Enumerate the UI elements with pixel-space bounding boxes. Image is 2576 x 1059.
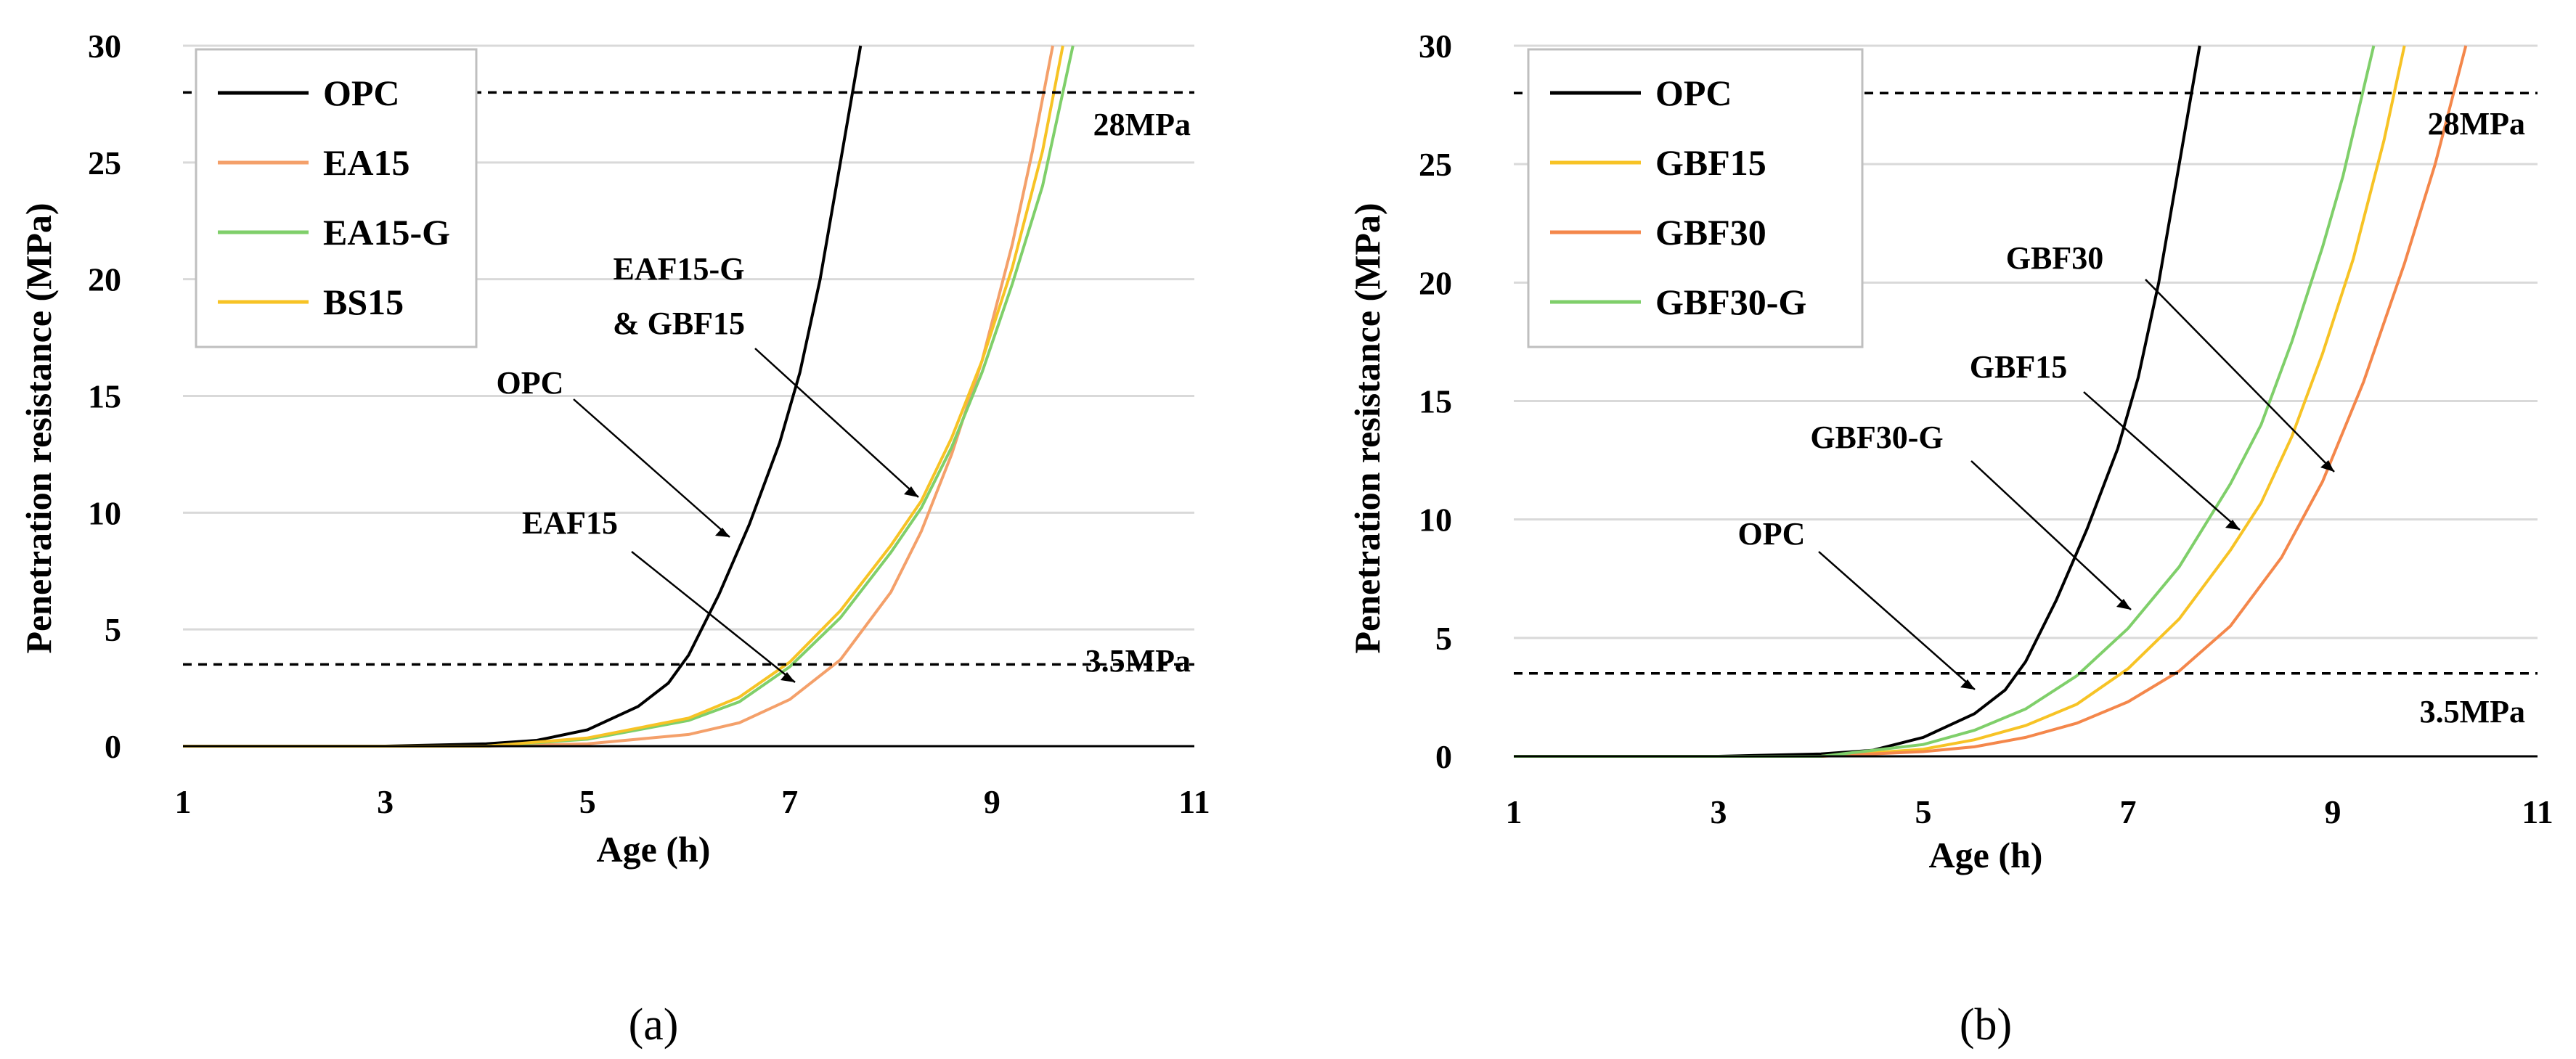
legend-label-bs15: BS15 [323, 282, 404, 322]
y-tick-label: 0 [1435, 738, 1452, 775]
annotation-arrow [2083, 391, 2241, 531]
x-axis-title: Age (h) [597, 829, 711, 870]
x-tick-labels: 1 3 5 7 9 11 [1506, 793, 2553, 830]
x-tick-label: 11 [1178, 783, 1210, 820]
annotations: OPC GBF30-G GBF15 GBF30 [1738, 240, 2335, 690]
annotation-arrow [2145, 279, 2335, 473]
legend-label-gbf15: GBF15 [1655, 142, 1766, 183]
legend-box [195, 48, 478, 348]
annotation-arrow [573, 398, 730, 538]
annotation-gbf30-g: GBF30-G [1810, 420, 1943, 455]
annotation-arrow [631, 551, 796, 683]
y-tick-label: 20 [1419, 264, 1452, 301]
legend-label-ea15: EA15 [323, 142, 409, 183]
arrowhead [2225, 520, 2240, 530]
x-tick-label: 9 [984, 783, 1000, 820]
series-line-gbf30 [1514, 45, 2468, 758]
annotation-eaf15: EAF15 [522, 505, 618, 541]
y-tick-label: 25 [88, 144, 121, 181]
legend-label-ea15-g: EA15-G [323, 212, 450, 253]
y-tick-labels: 0 5 10 15 20 25 30 [88, 28, 121, 765]
x-tick-label: 3 [1711, 793, 1727, 830]
annotation-opc: OPC [497, 365, 564, 401]
x-tick-label: 5 [579, 783, 596, 820]
legend-entries: OPC GBF15 GBF30 GBF30-G [1550, 73, 1806, 322]
reference-label-28mpa: 28MPa [2428, 106, 2525, 142]
y-axis-title: Penetration resistance (MPa) [18, 203, 59, 653]
y-tick-label: 0 [105, 728, 121, 765]
annotation-arrow [1970, 460, 2132, 610]
legend-entries: OPC EA15 EA15-G BS15 [218, 73, 450, 322]
panel-label-a: (a) [629, 1000, 679, 1050]
legend-label-gbf30: GBF30 [1655, 212, 1766, 253]
series-line-opc [183, 45, 863, 748]
legend: OPC EA15 EA15-G BS15 [195, 48, 478, 348]
x-tick-label: 1 [1506, 793, 1523, 830]
arrowhead [2320, 460, 2334, 472]
x-tick-label: 11 [2522, 793, 2553, 830]
y-tick-label: 30 [88, 28, 121, 65]
series-line-bs15 [183, 45, 1064, 748]
y-tick-label: 15 [88, 378, 121, 415]
x-tick-label: 9 [2325, 793, 2341, 830]
annotation-arrow [1818, 551, 1976, 690]
annotation-arrow [754, 348, 919, 498]
y-tick-label: 30 [1419, 28, 1452, 65]
arrowhead [715, 528, 730, 537]
arrowhead [1960, 679, 1975, 690]
y-tick-label: 10 [88, 494, 121, 531]
annotation-gbf15: GBF15 [1970, 349, 2067, 385]
series-line-gbf30-g [1514, 45, 2376, 758]
arrowhead [904, 486, 918, 497]
x-tick-label: 7 [2120, 793, 2137, 830]
reference-label-28mpa: 28MPa [1093, 107, 1191, 142]
y-tick-label: 15 [1419, 383, 1452, 420]
legend-label-gbf30-g: GBF30-G [1655, 282, 1806, 322]
y-tick-labels: 0 5 10 15 20 25 30 [1419, 28, 1452, 775]
x-tick-label: 3 [377, 783, 394, 820]
y-tick-label: 20 [88, 261, 121, 298]
y-axis-title: Penetration resistance (MPa) [1347, 203, 1387, 653]
series-line-gbf15 [1514, 45, 2406, 758]
x-tick-label: 1 [175, 783, 192, 820]
series-lines [1514, 45, 2468, 758]
legend-label-opc: OPC [323, 73, 400, 113]
annotations: OPC EAF15 EAF15-G & GBF15 [497, 251, 919, 683]
y-tick-label: 5 [1435, 620, 1452, 657]
annotation-gbf15: & GBF15 [613, 306, 745, 341]
series-lines [183, 45, 1075, 748]
series-line-opc [1514, 45, 2201, 758]
annotation-opc: OPC [1738, 516, 1806, 552]
panel-a: 0 5 10 15 20 25 30 1 3 5 7 9 11 Age (h) Penetration… [18, 28, 1210, 1050]
panel-label-b: (b) [1960, 1000, 2012, 1050]
y-tick-label: 25 [1419, 146, 1452, 183]
annotation-gbf30: GBF30 [2006, 240, 2103, 276]
legend: OPC GBF15 GBF30 GBF30-G [1527, 48, 1864, 348]
y-tick-label: 5 [105, 611, 121, 648]
series-line-ea15 [183, 45, 1054, 748]
arrowhead [780, 672, 795, 682]
legend-box [1527, 48, 1864, 348]
x-tick-label: 5 [1915, 793, 1932, 830]
reference-label-3-5mpa: 3.5MPa [2420, 694, 2525, 729]
x-axis-title: Age (h) [1929, 835, 2043, 875]
reference-label-3-5mpa: 3.5MPa [1085, 643, 1191, 679]
panel-b: 0 5 10 15 20 25 30 1 3 5 7 9 11 Age (h) Penetration… [1347, 28, 2553, 1050]
x-tick-label: 7 [781, 783, 798, 820]
x-tick-labels: 1 3 5 7 9 11 [175, 783, 1210, 820]
legend-label-opc: OPC [1655, 73, 1732, 113]
y-tick-label: 10 [1419, 502, 1452, 539]
annotation-eaf15-g: EAF15-G [614, 251, 745, 287]
arrowhead [2116, 599, 2131, 610]
